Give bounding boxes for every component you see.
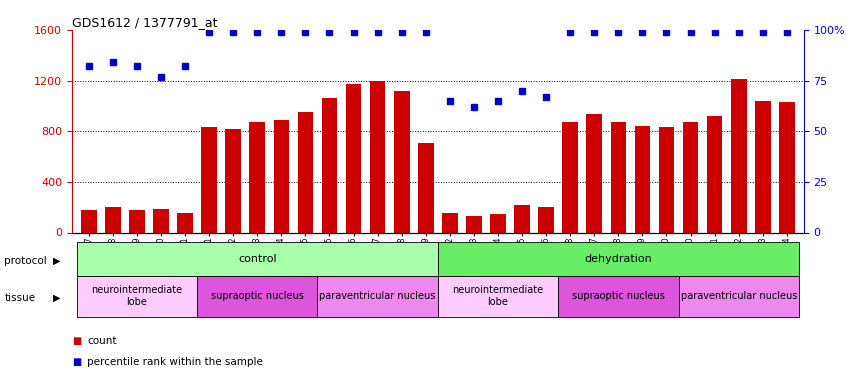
Bar	[105, 207, 121, 232]
Bar	[563, 122, 578, 232]
Bar	[755, 101, 771, 232]
Bar	[197, 276, 317, 317]
Text: ▶: ▶	[53, 256, 61, 266]
Bar	[490, 214, 506, 232]
Text: paraventricular nucleus: paraventricular nucleus	[320, 291, 436, 301]
Bar	[250, 122, 265, 232]
Bar	[437, 276, 558, 317]
Bar	[659, 128, 674, 232]
Bar	[779, 102, 794, 232]
Text: percentile rank within the sample: percentile rank within the sample	[87, 357, 263, 367]
Bar	[442, 213, 458, 232]
Bar	[678, 276, 799, 317]
Bar	[370, 81, 386, 232]
Bar	[346, 84, 361, 232]
Bar	[437, 242, 799, 276]
Bar	[129, 210, 145, 232]
Text: count: count	[87, 336, 117, 346]
Bar	[225, 129, 241, 232]
Text: ▶: ▶	[53, 293, 61, 303]
Text: neurointermediate
lobe: neurointermediate lobe	[91, 285, 183, 307]
Bar	[586, 114, 602, 232]
Text: supraoptic nucleus: supraoptic nucleus	[211, 291, 304, 301]
Bar	[558, 276, 678, 317]
Text: ■: ■	[72, 357, 81, 367]
Bar	[317, 276, 437, 317]
Bar	[706, 116, 722, 232]
Bar	[514, 205, 530, 232]
Text: control: control	[238, 254, 277, 264]
Text: GDS1612 / 1377791_at: GDS1612 / 1377791_at	[72, 16, 217, 29]
Bar	[394, 91, 409, 232]
Text: paraventricular nucleus: paraventricular nucleus	[680, 291, 797, 301]
Text: ■: ■	[72, 336, 81, 346]
Bar	[466, 216, 481, 232]
Text: neurointermediate
lobe: neurointermediate lobe	[453, 285, 543, 307]
Text: tissue: tissue	[4, 293, 36, 303]
Bar	[153, 209, 169, 232]
Bar	[77, 276, 197, 317]
Bar	[731, 80, 746, 232]
Bar	[177, 213, 193, 232]
Bar	[418, 142, 434, 232]
Text: protocol: protocol	[4, 256, 47, 266]
Text: supraoptic nucleus: supraoptic nucleus	[572, 291, 665, 301]
Text: dehydration: dehydration	[585, 254, 652, 264]
Bar	[201, 128, 217, 232]
Bar	[298, 112, 313, 232]
Bar	[634, 126, 651, 232]
Bar	[538, 207, 554, 232]
Bar	[321, 98, 338, 232]
Bar	[273, 120, 289, 232]
Bar	[81, 210, 96, 232]
Bar	[683, 122, 699, 232]
Bar	[77, 242, 438, 276]
Bar	[611, 122, 626, 232]
